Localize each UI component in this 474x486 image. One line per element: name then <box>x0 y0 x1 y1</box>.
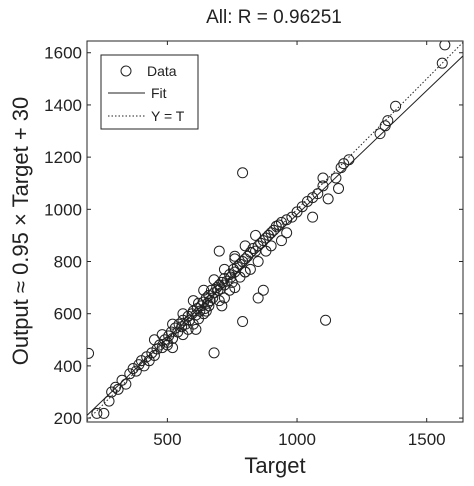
data-point <box>252 256 264 268</box>
y-tick-label: 400 <box>54 357 82 376</box>
data-point <box>87 347 95 359</box>
data-point <box>333 182 345 194</box>
data-point <box>215 283 227 295</box>
data-point <box>91 407 103 419</box>
data-point <box>320 314 332 326</box>
data-point <box>307 211 319 223</box>
legend: Data Fit Y = T <box>100 54 199 130</box>
data-point <box>203 300 215 312</box>
data-point <box>127 363 139 375</box>
data-point <box>216 300 228 312</box>
data-point <box>239 266 251 278</box>
data-point <box>98 407 110 419</box>
data-point <box>180 318 192 330</box>
y-tick-label: 1400 <box>44 96 82 115</box>
data-point <box>190 323 202 335</box>
data-point <box>317 180 329 192</box>
data-point <box>257 284 269 296</box>
data-point <box>322 193 334 205</box>
data-point <box>218 279 230 291</box>
x-tick-label: 1500 <box>408 430 446 449</box>
data-point <box>200 305 212 317</box>
data-point <box>120 378 132 390</box>
axis-ticks: 500 1000 1500 200 400 600 800 1000 1200 1400 1600 <box>44 41 463 449</box>
data-point <box>167 342 179 354</box>
data-point <box>208 274 220 286</box>
data-point <box>244 263 256 275</box>
data-point <box>275 216 287 228</box>
data-point <box>218 263 230 275</box>
data-point <box>312 188 324 200</box>
data-point <box>205 284 217 296</box>
data-point <box>343 154 355 166</box>
data-point <box>229 250 241 262</box>
data-point <box>239 240 251 252</box>
data-point <box>265 240 277 252</box>
x-tick-label: 500 <box>153 430 181 449</box>
data-point <box>226 276 238 288</box>
data-point <box>317 172 329 184</box>
data-point <box>177 308 189 320</box>
data-point <box>110 381 122 393</box>
data-points <box>87 41 451 419</box>
data-point <box>173 318 185 330</box>
data-point <box>187 295 199 307</box>
x-tick-label: 1000 <box>278 430 316 449</box>
data-point <box>247 242 259 254</box>
data-point <box>250 229 262 241</box>
legend-box <box>100 54 199 130</box>
data-point <box>112 383 124 395</box>
x-axis-label: Target <box>244 453 305 478</box>
data-point <box>130 365 142 377</box>
data-point <box>330 172 342 184</box>
data-point <box>156 329 168 341</box>
data-point <box>237 167 249 179</box>
data-point <box>281 214 293 226</box>
data-point <box>116 374 128 386</box>
data-point <box>148 349 160 361</box>
data-point <box>439 41 451 51</box>
data-point <box>167 318 179 330</box>
data-point <box>273 219 285 231</box>
data-point <box>252 292 264 304</box>
chart-title: All: R = 0.96251 <box>206 7 342 28</box>
y-tick-label: 1000 <box>44 200 82 219</box>
legend-label-data: Data <box>147 63 177 79</box>
data-point <box>237 316 249 328</box>
data-point <box>161 339 173 351</box>
data-point <box>436 57 448 69</box>
data-point <box>229 253 241 265</box>
y-tick-label: 800 <box>54 253 82 272</box>
data-point <box>374 128 386 140</box>
data-point <box>218 292 230 304</box>
data-point <box>148 334 160 346</box>
legend-label-fit: Fit <box>151 85 167 101</box>
y-tick-label: 1600 <box>44 44 82 63</box>
data-point <box>281 227 293 239</box>
data-point <box>208 347 220 359</box>
legend-label-identity: Y = T <box>151 108 185 124</box>
data-point <box>198 284 210 296</box>
y-tick-label: 200 <box>54 409 82 428</box>
y-tick-label: 1200 <box>44 148 82 167</box>
data-point <box>213 295 225 307</box>
data-point <box>379 120 391 132</box>
data-point <box>382 115 394 127</box>
y-tick-label: 600 <box>54 305 82 324</box>
data-point <box>275 235 287 247</box>
data-point <box>213 245 225 257</box>
data-point <box>390 100 402 112</box>
y-axis-label: Output ≈ 0.95 × Target + 30 <box>8 97 33 366</box>
legend-data-marker <box>120 65 132 77</box>
data-point <box>198 308 210 320</box>
data-point <box>229 282 241 294</box>
